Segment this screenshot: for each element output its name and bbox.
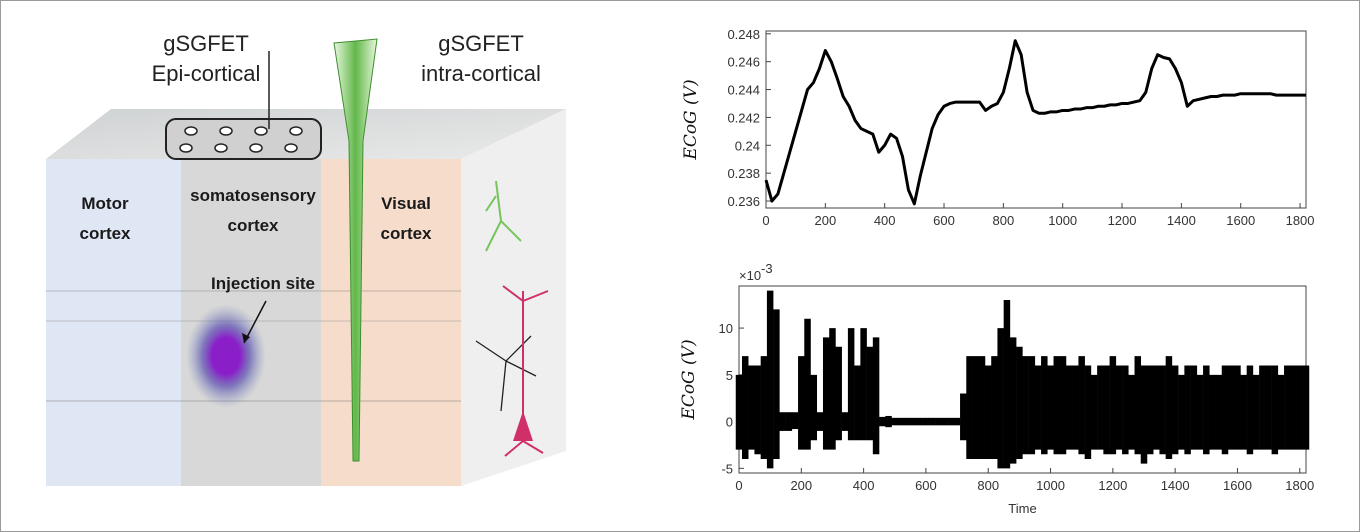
y-axis-label: ECoG (V) bbox=[679, 339, 699, 420]
label: Epi-cortical bbox=[152, 61, 261, 86]
label: cortex bbox=[79, 224, 131, 243]
y-tick-label: 0.246 bbox=[727, 55, 760, 70]
x-tick-label: 1200 bbox=[1108, 213, 1137, 228]
label: Visual bbox=[381, 194, 431, 213]
motor-region bbox=[46, 159, 181, 486]
x-axis-label: Time bbox=[1008, 501, 1036, 516]
x-tick-label: 400 bbox=[853, 478, 875, 493]
x-tick-label: 1000 bbox=[1036, 478, 1065, 493]
y-tick-label: 0.238 bbox=[727, 166, 760, 181]
label: gSGFET bbox=[438, 31, 524, 56]
visual-region bbox=[321, 159, 461, 486]
y-axis-label: ECoG (V) bbox=[681, 79, 701, 160]
red-soma bbox=[513, 411, 533, 441]
x-tick-label: 1800 bbox=[1285, 478, 1314, 493]
x-tick-label: 400 bbox=[874, 213, 896, 228]
y-tick-label: 0.24 bbox=[735, 138, 760, 153]
injection-blob bbox=[186, 304, 266, 408]
data-line bbox=[764, 39, 1306, 206]
intracortical-probe bbox=[333, 38, 378, 462]
y-tick-label: 0.244 bbox=[727, 83, 760, 98]
red-neuron bbox=[502, 285, 549, 457]
label: somatosensory bbox=[190, 186, 316, 205]
y-tick-label: 0.242 bbox=[727, 110, 760, 125]
side-face bbox=[461, 109, 566, 486]
label: cortex bbox=[380, 224, 432, 243]
y-tick-label: 0 bbox=[726, 415, 733, 430]
label: gSGFET bbox=[163, 31, 249, 56]
x-tick-label: 1600 bbox=[1226, 213, 1255, 228]
x-tick-label: 1600 bbox=[1223, 478, 1252, 493]
epicortical-array bbox=[165, 118, 322, 160]
y-tick-label: 5 bbox=[726, 368, 733, 383]
x-tick-label: 0 bbox=[735, 478, 742, 493]
x-tick-label: 800 bbox=[993, 213, 1015, 228]
x-tick-label: 600 bbox=[933, 213, 955, 228]
cortex-illustration bbox=[46, 38, 566, 486]
y-tick-label: 0.248 bbox=[727, 27, 760, 42]
exponent-base: ×10 bbox=[739, 268, 761, 283]
label: Injection site bbox=[211, 274, 315, 293]
label: cortex bbox=[227, 216, 279, 235]
x-tick-label: 600 bbox=[915, 478, 937, 493]
x-tick-label: 0 bbox=[762, 213, 769, 228]
x-tick-label: 200 bbox=[790, 478, 812, 493]
label: intra-cortical bbox=[421, 61, 541, 86]
x-tick-label: 200 bbox=[814, 213, 836, 228]
x-tick-label: 1400 bbox=[1167, 213, 1196, 228]
green-neuron bbox=[485, 180, 522, 252]
y-tick-label: 0.236 bbox=[727, 194, 760, 209]
black-neuron bbox=[475, 335, 537, 412]
x-tick-label: 800 bbox=[977, 478, 999, 493]
illustration-labels: gSGFET Epi-cortical gSGFET intra-cortica… bbox=[79, 31, 540, 293]
x-tick-label: 1000 bbox=[1048, 213, 1077, 228]
x-tick-label: 1400 bbox=[1161, 478, 1190, 493]
plot-frame bbox=[765, 30, 1307, 209]
label: Motor bbox=[81, 194, 129, 213]
exponent-power: -3 bbox=[761, 261, 773, 276]
arrow-head bbox=[242, 333, 250, 343]
y-tick-label: 10 bbox=[719, 321, 733, 336]
x-tick-label: 1800 bbox=[1286, 213, 1315, 228]
electrodes bbox=[179, 126, 303, 153]
y-tick-label: -5 bbox=[721, 461, 733, 476]
x-tick-label: 1200 bbox=[1098, 478, 1127, 493]
